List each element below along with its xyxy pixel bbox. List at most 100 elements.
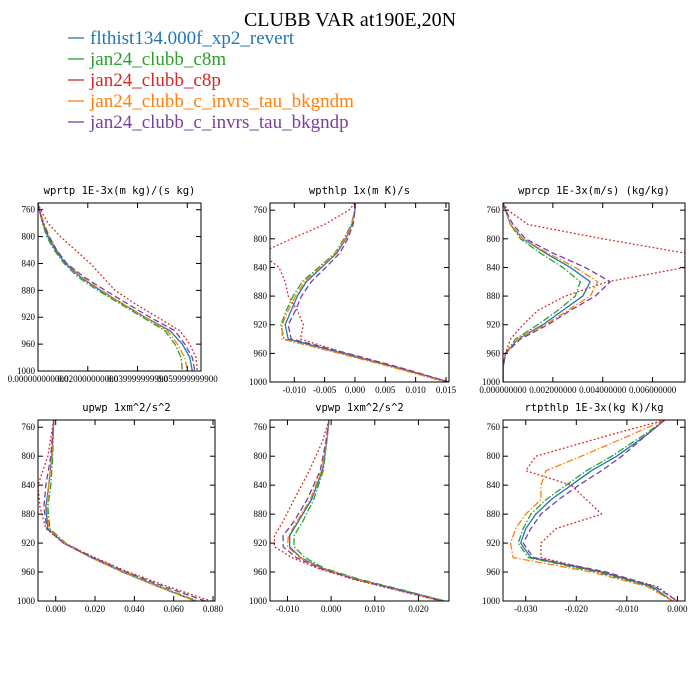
x-tick-label: 0.000 xyxy=(667,604,688,614)
y-tick-label: 1000 xyxy=(17,366,36,376)
legend-label: jan24_clubb_c_invrs_tau_bkgndp xyxy=(89,112,349,133)
series-line-3 xyxy=(503,203,685,382)
legend: flthist134.000f_xp2_revertjan24_clubb_c8… xyxy=(68,28,354,133)
x-tick-label: 0.010 xyxy=(365,604,386,614)
series-line-3 xyxy=(38,420,212,601)
legend-label: jan24_clubb_c8m xyxy=(89,49,226,70)
plot-frame xyxy=(269,202,450,383)
series-group xyxy=(38,203,198,371)
y-tick-label: 880 xyxy=(22,285,36,295)
legend-entry: jan24_clubb_c8p xyxy=(68,70,221,91)
y-tick-label: 920 xyxy=(254,538,268,548)
y-tick-label: 960 xyxy=(22,567,36,577)
y-tick-label: 760 xyxy=(487,422,501,432)
panel-title: wprtp 1E-3x(m kg)/(s kg) xyxy=(44,185,196,197)
y-tick-label: 1000 xyxy=(482,596,501,606)
x-tick-label: 0.000000000000 xyxy=(8,374,69,384)
series-line-5 xyxy=(522,420,678,601)
series-group xyxy=(273,420,445,601)
legend-entry: jan24_clubb_c8m xyxy=(68,49,226,70)
series-line-5 xyxy=(287,203,449,382)
x-tick-label: -0.005 xyxy=(313,385,337,395)
x-tick-label: -0.030 xyxy=(514,604,538,614)
x-tick-label: 0.005 xyxy=(375,385,396,395)
y-tick-label: 920 xyxy=(487,320,501,330)
y-tick-label: 840 xyxy=(254,262,268,272)
series-line-4 xyxy=(286,420,443,601)
series-line-1 xyxy=(284,203,449,382)
panel-1: wprtp 1E-3x(m kg)/(s kg) 760 800 840 880 920 9… xyxy=(8,185,219,384)
series-line-3 xyxy=(525,420,678,601)
x-tick-label: 0.039999999990 xyxy=(107,374,168,384)
x-tick-label: 0.000 xyxy=(46,604,67,614)
panel-title: vpwp 1xm^2/s^2 xyxy=(315,402,404,414)
y-tick-label: 960 xyxy=(487,567,501,577)
y-tick-label: 760 xyxy=(22,422,36,432)
x-tick-label: 0.010 xyxy=(406,385,427,395)
x-tick-label: 0.080 xyxy=(203,604,224,614)
series-line-2 xyxy=(280,203,447,382)
y-tick-label: 880 xyxy=(254,291,268,301)
series-line-5 xyxy=(282,420,443,601)
x-tick-label: -0.020 xyxy=(565,604,589,614)
legend-entry: flthist134.000f_xp2_revert xyxy=(68,28,295,49)
figure-title: CLUBB VAR at190E,20N xyxy=(244,9,456,31)
panel-title: rtpthlp 1E-3x(kg K)/kg xyxy=(524,402,663,414)
y-tick-label: 920 xyxy=(22,538,36,548)
x-tick-label: 0.059999999900 xyxy=(157,374,218,384)
series-line-2 xyxy=(517,420,673,601)
panel-6: rtpthlp 1E-3x(kg K)/kg 760 800 840 880 920 960… xyxy=(482,402,688,614)
panels: wprtp 1E-3x(m kg)/(s kg) 760 800 840 880 920 9… xyxy=(8,185,688,614)
legend-entry: jan24_clubb_c_invrs_tau_bkgndp xyxy=(68,112,349,133)
series-line-1 xyxy=(520,420,673,601)
plot-frame xyxy=(502,419,686,602)
y-tick-label: 760 xyxy=(487,205,501,215)
series-line-3 xyxy=(273,420,441,601)
y-tick-label: 800 xyxy=(22,232,36,242)
series-line-1 xyxy=(288,420,445,601)
y-tick-label: 760 xyxy=(22,205,36,215)
x-tick-label: -0.010 xyxy=(283,385,307,395)
y-tick-label: 840 xyxy=(22,258,36,268)
y-tick-label: 1000 xyxy=(249,377,268,387)
panel-title: wprcp 1E-3x(m/s) (kg/kg) xyxy=(518,185,670,197)
legend-label: jan24_clubb_c_invrs_tau_bkgndm xyxy=(89,91,354,112)
y-tick-label: 840 xyxy=(487,262,501,272)
series-line-5 xyxy=(503,203,611,382)
panel-title: upwp 1xm^2/s^2 xyxy=(82,402,171,414)
y-tick-label: 880 xyxy=(254,509,268,519)
series-line-3 xyxy=(38,203,198,371)
legend-label: flthist134.000f_xp2_revert xyxy=(90,28,295,49)
x-tick-label: 0.060 xyxy=(164,604,185,614)
y-tick-label: 960 xyxy=(487,348,501,358)
series-line-2 xyxy=(293,420,445,601)
series-line-5 xyxy=(38,203,196,371)
series-line-1 xyxy=(38,203,193,371)
y-tick-label: 960 xyxy=(22,339,36,349)
panel-5: vpwp 1xm^2/s^2 760 800 840 880 920 960 1000 -0.0… xyxy=(249,402,450,614)
panel-3: wprcp 1E-3x(m/s) (kg/kg) 760 800 840 880 920 9… xyxy=(479,185,686,395)
y-tick-label: 880 xyxy=(487,291,501,301)
x-tick-label: 0.000 xyxy=(345,385,366,395)
x-tick-label: 0.020000000000 xyxy=(57,374,118,384)
y-tick-label: 800 xyxy=(254,451,268,461)
series-line-3 xyxy=(270,203,449,382)
y-tick-label: 880 xyxy=(487,509,501,519)
series-group xyxy=(503,203,685,382)
plot-frame xyxy=(37,202,202,372)
series-line-4 xyxy=(38,203,188,371)
y-tick-label: 840 xyxy=(487,480,501,490)
series-line-2 xyxy=(38,203,183,371)
x-tick-label: -0.010 xyxy=(615,604,639,614)
x-tick-label: 0.020 xyxy=(408,604,429,614)
y-tick-label: 1000 xyxy=(482,377,501,387)
y-tick-label: 1000 xyxy=(17,596,36,606)
y-tick-label: 800 xyxy=(487,451,501,461)
panel-4: upwp 1xm^2/s^2 760 800 840 880 920 960 1000 0.00… xyxy=(17,402,224,614)
x-tick-label: 0.000 xyxy=(321,604,342,614)
legend-label: jan24_clubb_c8p xyxy=(89,70,221,91)
y-tick-label: 1000 xyxy=(249,596,268,606)
x-tick-label: 0.006000000 xyxy=(629,385,677,395)
x-tick-label: 0.015 xyxy=(436,385,457,395)
